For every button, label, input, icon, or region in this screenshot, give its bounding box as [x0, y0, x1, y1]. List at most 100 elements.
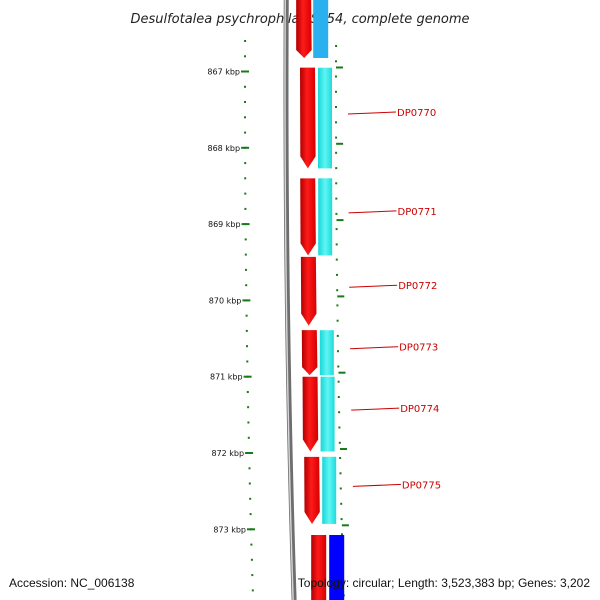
gene-label-line — [347, 111, 397, 115]
outer-minor-tick — [335, 182, 338, 185]
inner-minor-tick — [247, 406, 250, 409]
gene-label-line — [350, 346, 399, 350]
inner-minor-tick — [247, 436, 250, 439]
outer-minor-tick — [335, 75, 337, 78]
kbp-tick — [247, 528, 255, 531]
outer-minor-tick — [335, 197, 338, 200]
inner-minor-tick — [244, 40, 247, 42]
gene-label-line — [351, 407, 400, 411]
inner-minor-tick — [245, 284, 248, 287]
gene-arrow — [302, 376, 319, 452]
inner-minor-tick — [245, 268, 247, 271]
inner-minor-tick — [246, 391, 249, 393]
gene-label-line — [348, 210, 397, 214]
gene-arrow — [300, 67, 316, 169]
backbone-ring — [283, 0, 297, 600]
gene-track — [296, 0, 327, 600]
outer-minor-tick — [336, 273, 338, 276]
inner-minor-tick — [251, 574, 254, 577]
inner-minor-tick — [244, 177, 247, 180]
backbone-line — [283, 0, 297, 600]
kbp-tick-label: 869 kbp — [208, 220, 241, 229]
kbp-tick — [243, 375, 252, 378]
feature-block — [322, 456, 337, 524]
gene-arrow — [311, 535, 327, 600]
gene-label-line — [349, 284, 398, 288]
outer-minor-tick — [335, 136, 338, 139]
outer-minor-tick — [337, 350, 339, 353]
inner-minor-tick — [245, 329, 248, 332]
inner-minor-tick — [244, 131, 247, 134]
outer-minor-tick — [336, 334, 339, 337]
gene-label-line — [352, 483, 401, 487]
outer-minor-tick — [339, 472, 342, 475]
kbp-tick-label: 871 kbp — [210, 373, 243, 382]
inner-minor-tick — [250, 543, 253, 546]
kbp-tick-label: 867 kbp — [207, 68, 240, 77]
gene-label: DP0770 — [397, 108, 436, 119]
gene-label: DP0771 — [398, 207, 437, 218]
outer-minor-tick — [341, 533, 343, 536]
feature-block — [313, 0, 329, 58]
gene-label: DP0772 — [398, 281, 437, 292]
feature-block — [318, 178, 333, 256]
inner-minor-tick — [244, 116, 246, 119]
gene-arrow — [300, 256, 317, 326]
feature-block — [329, 535, 345, 600]
kbp-tick — [241, 70, 249, 73]
outer-minor-tick — [338, 441, 341, 444]
feature-block — [320, 376, 335, 452]
outer-minor-tick — [336, 304, 339, 307]
outer-minor-tick — [340, 502, 343, 505]
inner-minor-tick — [244, 207, 247, 210]
outer-minor-tick — [337, 396, 340, 398]
outer-minor-tick — [335, 167, 338, 170]
outer-minor-tick — [336, 289, 339, 292]
feature-track — [313, 0, 345, 600]
inner-minor-tick — [245, 314, 248, 317]
inner-minor-tick — [244, 85, 246, 88]
outer-minor-tick — [337, 365, 340, 368]
gene-arrow — [304, 456, 320, 524]
inner-minor-tick — [244, 101, 246, 103]
inner-minor-tick — [248, 482, 251, 485]
kbp-tick-label: 870 kbp — [209, 296, 242, 305]
outer-minor-tick — [335, 60, 337, 63]
kbp-tick — [241, 146, 250, 149]
inner-minor-tick — [248, 467, 251, 470]
gene-arrow — [296, 0, 312, 58]
topology-label: Topology: circular; Length: 3,523,383 bp… — [297, 576, 590, 590]
outer-minor-tick — [335, 151, 338, 154]
outer-minor-tick — [335, 243, 338, 246]
kbp-tick-label: 873 kbp — [213, 525, 246, 534]
feature-block — [318, 67, 332, 169]
inner-minor-tick — [244, 238, 247, 241]
gene-arrow — [301, 330, 318, 376]
kbp-tick — [241, 223, 250, 226]
inner-minor-tick — [251, 589, 254, 592]
outer-minor-tick — [339, 457, 342, 459]
inner-minor-tick — [249, 513, 252, 516]
accession-label: Accession: NC_006138 — [9, 576, 135, 590]
outer-kbp-tick — [340, 448, 347, 450]
outer-minor-tick — [335, 45, 338, 47]
outer-minor-tick — [340, 518, 343, 521]
outer-minor-tick — [335, 228, 338, 231]
outer-minor-tick — [335, 90, 337, 93]
gene-label: DP0773 — [399, 343, 438, 354]
outer-kbp-tick — [336, 66, 343, 69]
outer-kbp-tick — [341, 524, 349, 527]
inner-minor-tick — [244, 253, 247, 256]
outer-kbp-tick — [336, 142, 344, 145]
kbp-tick-label: 868 kbp — [207, 144, 240, 153]
gene-label: DP0775 — [402, 480, 441, 491]
outer-minor-tick — [338, 426, 341, 429]
outer-minor-tick — [335, 106, 337, 108]
gene-arrow — [300, 178, 316, 256]
gene-label: DP0774 — [400, 404, 439, 415]
inner-minor-tick — [249, 497, 252, 500]
kbp-tick — [242, 299, 251, 302]
kbp-ticks: 867 kbp 868 kbp 869 kbp 870 kbp 871 kbp 872 k… — [207, 66, 349, 534]
inner-minor-tick — [250, 558, 253, 561]
inner-minor-tick — [244, 162, 247, 165]
